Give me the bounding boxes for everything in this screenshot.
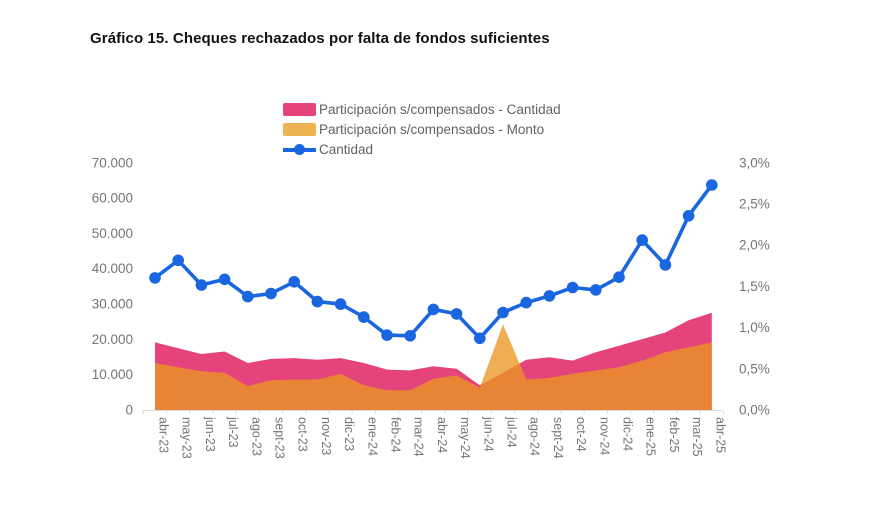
data-point-dic-24[interactable]: [613, 271, 625, 284]
x-axis-tick-label: jul-23: [226, 416, 240, 448]
data-point-nov-23[interactable]: [311, 295, 324, 308]
data-point-mar-25[interactable]: [682, 210, 695, 222]
x-axis-tick-label: dic-24: [621, 417, 635, 451]
x-axis-tick-label: oct-23: [296, 417, 310, 452]
x-axis-tick-label: jun-23: [203, 416, 217, 452]
left-axis-tick-label: 10.000: [92, 367, 133, 382]
data-point-may-23[interactable]: [172, 254, 184, 267]
x-axis-tick-label: feb-24: [389, 417, 403, 452]
data-point-oct-23[interactable]: [288, 276, 301, 288]
x-axis-tick-label: ene-24: [365, 417, 379, 456]
legend-label: Cantidad: [319, 142, 374, 157]
x-axis-tick-label: mar-24: [412, 417, 426, 457]
x-axis-tick-label: dic-23: [342, 417, 356, 451]
data-point-jul-23[interactable]: [218, 273, 231, 286]
x-axis-tick-label: abr-24: [435, 417, 449, 453]
line-series-markers: [149, 179, 718, 345]
data-point-jun-23[interactable]: [195, 279, 208, 291]
legend-label: Participación s/compensados - Monto: [319, 122, 545, 137]
data-point-abr-25[interactable]: [706, 179, 718, 191]
x-axis-labels: abr-23 may-23 jun-23 jul-23 ago-23 sept-23 oct…: [157, 416, 728, 459]
x-axis-tick-label: jul-24: [505, 416, 519, 448]
left-axis-tick-label: 70.000: [92, 155, 133, 170]
x-axis-tick-label: may-24: [458, 417, 472, 459]
x-axis-tick-label: may-23: [180, 417, 194, 459]
data-point-feb-24[interactable]: [381, 329, 393, 341]
data-point-jun-24[interactable]: [474, 332, 486, 345]
x-axis-tick-label: ago-23: [249, 417, 263, 456]
left-axis-tick-label: 60.000: [92, 191, 133, 206]
x-axis-tick-label: feb-25: [667, 417, 681, 452]
data-point-ago-24[interactable]: [520, 296, 532, 309]
chart-title: Gráfico 15. Cheques rechazados por falta…: [90, 30, 550, 47]
area-swatch-orange-icon: [283, 123, 316, 136]
x-axis-tick-label: sept-23: [273, 417, 287, 459]
data-point-dic-23[interactable]: [334, 298, 347, 310]
area-series-monto[interactable]: [155, 324, 712, 410]
data-point-may-24[interactable]: [450, 308, 463, 320]
x-axis-tick-label: ene-25: [644, 417, 658, 456]
data-point-feb-25[interactable]: [659, 259, 672, 271]
data-point-mar-24[interactable]: [404, 330, 417, 342]
x-axis-tick-label: abr-25: [713, 417, 727, 453]
legend-label: Participación s/compensados - Cantidad: [319, 102, 561, 117]
x-axis-ticks: [142, 410, 724, 415]
data-point-ene-25[interactable]: [636, 234, 648, 246]
x-axis-tick-label: mar-25: [690, 417, 704, 457]
x-axis-tick-label: oct-24: [574, 417, 588, 452]
line-series-cantidad[interactable]: [153, 183, 714, 341]
left-axis-tick-label: 30.000: [92, 297, 133, 312]
left-axis-tick-label: 50.000: [92, 226, 133, 241]
data-point-oct-24[interactable]: [566, 281, 579, 294]
left-axis-tick-label: 20.000: [92, 332, 133, 347]
right-axis-tick-label: 0,0%: [739, 403, 770, 418]
right-axis-tick-label: 1,5%: [739, 279, 770, 294]
right-axis-labels: 0,0% 0,5% 1,0% 1,5% 2,0% 2,5% 3,0%: [739, 155, 770, 417]
data-point-abr-24[interactable]: [427, 303, 440, 316]
right-axis-tick-label: 2,0%: [739, 238, 770, 253]
data-point-sept-23[interactable]: [265, 287, 277, 300]
x-axis-tick-label: sept-24: [551, 417, 565, 459]
data-point-ago-23[interactable]: [242, 290, 254, 303]
right-axis-tick-label: 0,5%: [739, 361, 770, 376]
data-point-jul-24[interactable]: [497, 306, 509, 319]
right-axis-tick-label: 3,0%: [739, 155, 770, 170]
data-point-abr-23[interactable]: [149, 272, 161, 284]
left-axis-tick-label: 0: [125, 403, 133, 418]
data-point-nov-24[interactable]: [590, 284, 602, 296]
right-axis-tick-label: 1,0%: [739, 320, 770, 335]
data-point-sept-24[interactable]: [543, 290, 556, 302]
x-axis-tick-label: jun-24: [481, 416, 495, 452]
data-point-ene-24[interactable]: [358, 311, 370, 323]
area-swatch-pink-icon: [283, 103, 316, 116]
legend-item-cantidad[interactable]: Cantidad: [283, 140, 561, 159]
left-axis-tick-label: 40.000: [92, 261, 133, 276]
legend-item-participacion-monto[interactable]: Participación s/compensados - Monto: [283, 120, 561, 139]
right-axis-tick-label: 2,5%: [739, 197, 770, 212]
x-axis-tick-label: nov-23: [319, 417, 333, 455]
chart-legend: Participación s/compensados - Cantidad P…: [283, 100, 561, 159]
x-axis-tick-label: nov-24: [597, 417, 611, 455]
x-axis-tick-label: abr-23: [157, 417, 171, 453]
left-axis-labels: 0 10.000 20.000 30.000 40.000 50.000 60.000 70.…: [92, 155, 133, 417]
legend-item-participacion-cantidad[interactable]: Participación s/compensados - Cantidad: [283, 100, 561, 119]
line-dot-swatch-blue-icon: [283, 143, 316, 156]
x-axis-tick-label: ago-24: [528, 417, 542, 456]
